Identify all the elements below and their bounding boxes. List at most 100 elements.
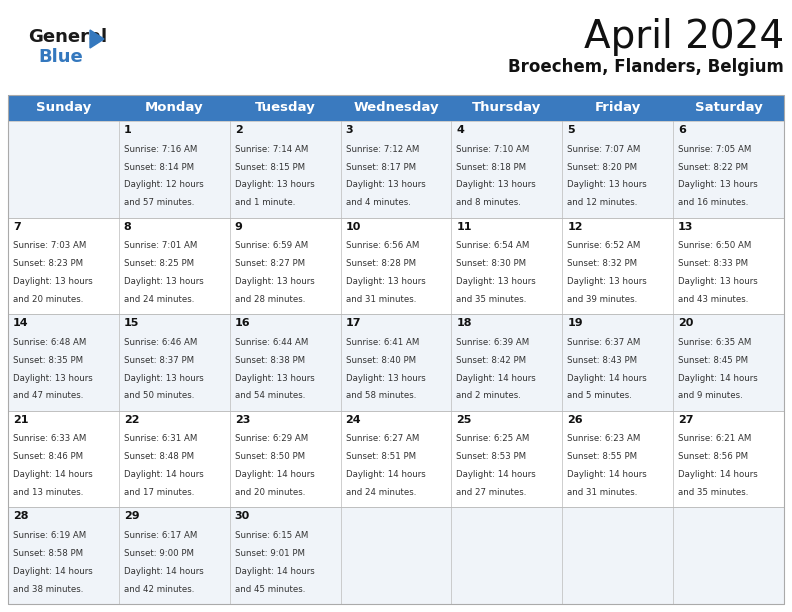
Text: Sunset: 8:14 PM: Sunset: 8:14 PM (124, 163, 194, 171)
Text: 9: 9 (234, 222, 242, 231)
Text: Sunset: 8:45 PM: Sunset: 8:45 PM (678, 356, 748, 365)
Text: Sunrise: 7:16 AM: Sunrise: 7:16 AM (124, 144, 197, 154)
Text: Sunrise: 6:35 AM: Sunrise: 6:35 AM (678, 338, 752, 347)
Text: Sunrise: 7:07 AM: Sunrise: 7:07 AM (567, 144, 641, 154)
Text: Daylight: 14 hours: Daylight: 14 hours (678, 470, 758, 479)
Text: April 2024: April 2024 (584, 18, 784, 56)
Bar (451, 507, 562, 604)
Bar (673, 218, 784, 314)
Bar (119, 314, 230, 411)
Text: Sunset: 8:50 PM: Sunset: 8:50 PM (234, 452, 305, 461)
Text: Wednesday: Wednesday (353, 102, 439, 114)
Text: Sunrise: 7:14 AM: Sunrise: 7:14 AM (234, 144, 308, 154)
Text: and 17 minutes.: and 17 minutes. (124, 488, 194, 497)
Text: 29: 29 (124, 512, 139, 521)
Text: Sunset: 8:51 PM: Sunset: 8:51 PM (345, 452, 416, 461)
Text: Sunset: 8:53 PM: Sunset: 8:53 PM (456, 452, 527, 461)
Text: and 20 minutes.: and 20 minutes. (13, 295, 83, 304)
Text: Daylight: 14 hours: Daylight: 14 hours (456, 373, 536, 382)
Text: Sunset: 8:55 PM: Sunset: 8:55 PM (567, 452, 638, 461)
Text: Sunset: 8:23 PM: Sunset: 8:23 PM (13, 259, 83, 268)
Text: Sunrise: 6:41 AM: Sunrise: 6:41 AM (345, 338, 419, 347)
Bar (230, 411, 341, 507)
Text: Sunrise: 6:15 AM: Sunrise: 6:15 AM (234, 531, 308, 540)
Text: and 31 minutes.: and 31 minutes. (567, 488, 638, 497)
Text: Sunrise: 6:29 AM: Sunrise: 6:29 AM (234, 435, 308, 444)
Text: 5: 5 (567, 125, 575, 135)
Bar (562, 507, 673, 604)
Text: Thursday: Thursday (472, 102, 542, 114)
Text: 17: 17 (345, 318, 361, 328)
Text: Sunset: 8:37 PM: Sunset: 8:37 PM (124, 356, 194, 365)
Text: Blue: Blue (38, 48, 82, 66)
Text: Daylight: 14 hours: Daylight: 14 hours (567, 470, 647, 479)
Bar (341, 95, 451, 121)
Bar (451, 218, 562, 314)
Text: Daylight: 13 hours: Daylight: 13 hours (13, 277, 93, 286)
Text: 20: 20 (678, 318, 694, 328)
Text: 14: 14 (13, 318, 29, 328)
Text: Sunset: 8:58 PM: Sunset: 8:58 PM (13, 549, 83, 558)
Bar (562, 95, 673, 121)
Text: 13: 13 (678, 222, 694, 231)
Text: 8: 8 (124, 222, 131, 231)
Text: Daylight: 13 hours: Daylight: 13 hours (234, 277, 314, 286)
Text: and 9 minutes.: and 9 minutes. (678, 392, 743, 400)
Text: Sunset: 8:48 PM: Sunset: 8:48 PM (124, 452, 194, 461)
Bar (8, 411, 119, 507)
Text: 7: 7 (13, 222, 21, 231)
Text: Sunrise: 6:21 AM: Sunrise: 6:21 AM (678, 435, 752, 444)
Text: and 42 minutes.: and 42 minutes. (124, 584, 194, 594)
Text: Sunrise: 6:31 AM: Sunrise: 6:31 AM (124, 435, 197, 444)
Bar (8, 95, 784, 604)
Text: Sunset: 8:15 PM: Sunset: 8:15 PM (234, 163, 305, 171)
Text: 3: 3 (345, 125, 353, 135)
Text: Sunset: 8:27 PM: Sunset: 8:27 PM (234, 259, 305, 268)
Text: Tuesday: Tuesday (255, 102, 315, 114)
Bar (341, 411, 451, 507)
Bar (562, 121, 673, 218)
Text: Daylight: 14 hours: Daylight: 14 hours (567, 373, 647, 382)
Bar (673, 95, 784, 121)
Text: 26: 26 (567, 415, 583, 425)
Bar (451, 95, 562, 121)
Text: Daylight: 13 hours: Daylight: 13 hours (678, 181, 758, 189)
Text: 16: 16 (234, 318, 250, 328)
Text: Sunset: 9:00 PM: Sunset: 9:00 PM (124, 549, 194, 558)
Bar (341, 507, 451, 604)
Text: Daylight: 13 hours: Daylight: 13 hours (13, 373, 93, 382)
Text: and 50 minutes.: and 50 minutes. (124, 392, 194, 400)
Text: 23: 23 (234, 415, 250, 425)
Text: Sunrise: 6:33 AM: Sunrise: 6:33 AM (13, 435, 86, 444)
Text: Monday: Monday (145, 102, 204, 114)
Text: Sunset: 9:01 PM: Sunset: 9:01 PM (234, 549, 305, 558)
Text: Sunset: 8:42 PM: Sunset: 8:42 PM (456, 356, 527, 365)
Text: 19: 19 (567, 318, 583, 328)
Text: Sunset: 8:22 PM: Sunset: 8:22 PM (678, 163, 748, 171)
Text: and 39 minutes.: and 39 minutes. (567, 295, 638, 304)
Text: Sunrise: 6:17 AM: Sunrise: 6:17 AM (124, 531, 197, 540)
Bar (341, 314, 451, 411)
Text: and 8 minutes.: and 8 minutes. (456, 198, 521, 207)
Text: Daylight: 14 hours: Daylight: 14 hours (345, 470, 425, 479)
Text: Sunset: 8:38 PM: Sunset: 8:38 PM (234, 356, 305, 365)
Text: Sunrise: 7:01 AM: Sunrise: 7:01 AM (124, 241, 197, 250)
Bar (673, 411, 784, 507)
Text: 11: 11 (456, 222, 472, 231)
Text: and 1 minute.: and 1 minute. (234, 198, 295, 207)
Text: 21: 21 (13, 415, 29, 425)
Text: Sunrise: 6:56 AM: Sunrise: 6:56 AM (345, 241, 419, 250)
Text: Daylight: 13 hours: Daylight: 13 hours (234, 373, 314, 382)
Bar (8, 314, 119, 411)
Text: 22: 22 (124, 415, 139, 425)
Text: Sunset: 8:40 PM: Sunset: 8:40 PM (345, 356, 416, 365)
Text: and 12 minutes.: and 12 minutes. (567, 198, 638, 207)
Text: Sunrise: 6:39 AM: Sunrise: 6:39 AM (456, 338, 530, 347)
Text: Sunset: 8:17 PM: Sunset: 8:17 PM (345, 163, 416, 171)
Text: 28: 28 (13, 512, 29, 521)
Bar (562, 411, 673, 507)
Bar (451, 314, 562, 411)
Text: Daylight: 13 hours: Daylight: 13 hours (678, 277, 758, 286)
Text: Sunset: 8:20 PM: Sunset: 8:20 PM (567, 163, 638, 171)
Text: and 28 minutes.: and 28 minutes. (234, 295, 305, 304)
